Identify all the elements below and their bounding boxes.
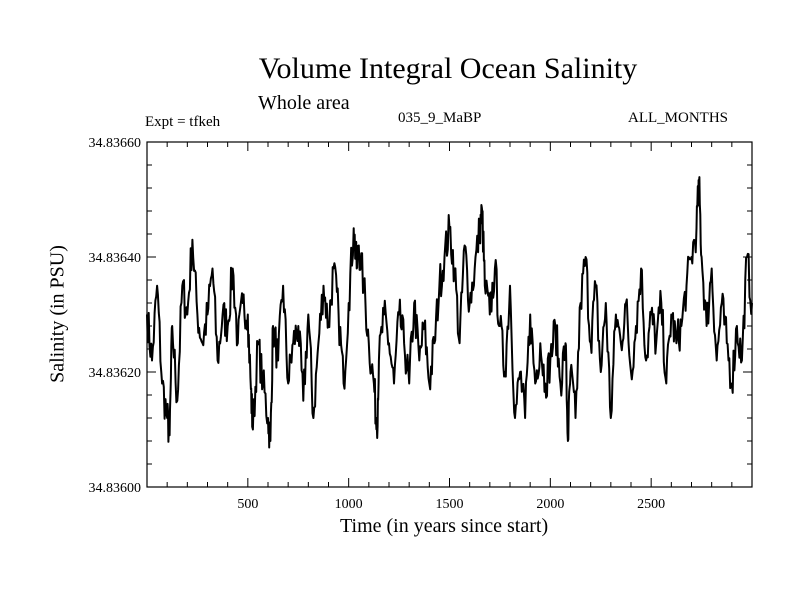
x-tick-label: 2500 xyxy=(637,497,665,512)
months-label: ALL_MONTHS xyxy=(628,110,728,126)
chart-subtitle: Whole area xyxy=(258,92,350,114)
y-tick-label: 34.83660 xyxy=(89,136,142,151)
x-tick-label: 1000 xyxy=(335,497,363,512)
x-tick-label: 500 xyxy=(237,497,258,512)
x-tick-label: 2000 xyxy=(536,497,564,512)
x-tick-label: 1500 xyxy=(436,497,464,512)
chart-title: Volume Integral Ocean Salinity xyxy=(258,52,638,85)
plot-frame xyxy=(146,141,753,488)
experiment-label: Expt = tfkeh xyxy=(145,114,221,130)
y-tick-label: 34.83600 xyxy=(89,481,142,496)
salinity-series-line xyxy=(146,176,753,449)
y-tick-label: 34.83620 xyxy=(89,366,142,381)
period-label: 035_9_MaBP xyxy=(398,110,482,126)
y-tick-label: 34.83640 xyxy=(89,251,142,266)
x-axis-label: Time (in years since start) xyxy=(340,515,549,537)
